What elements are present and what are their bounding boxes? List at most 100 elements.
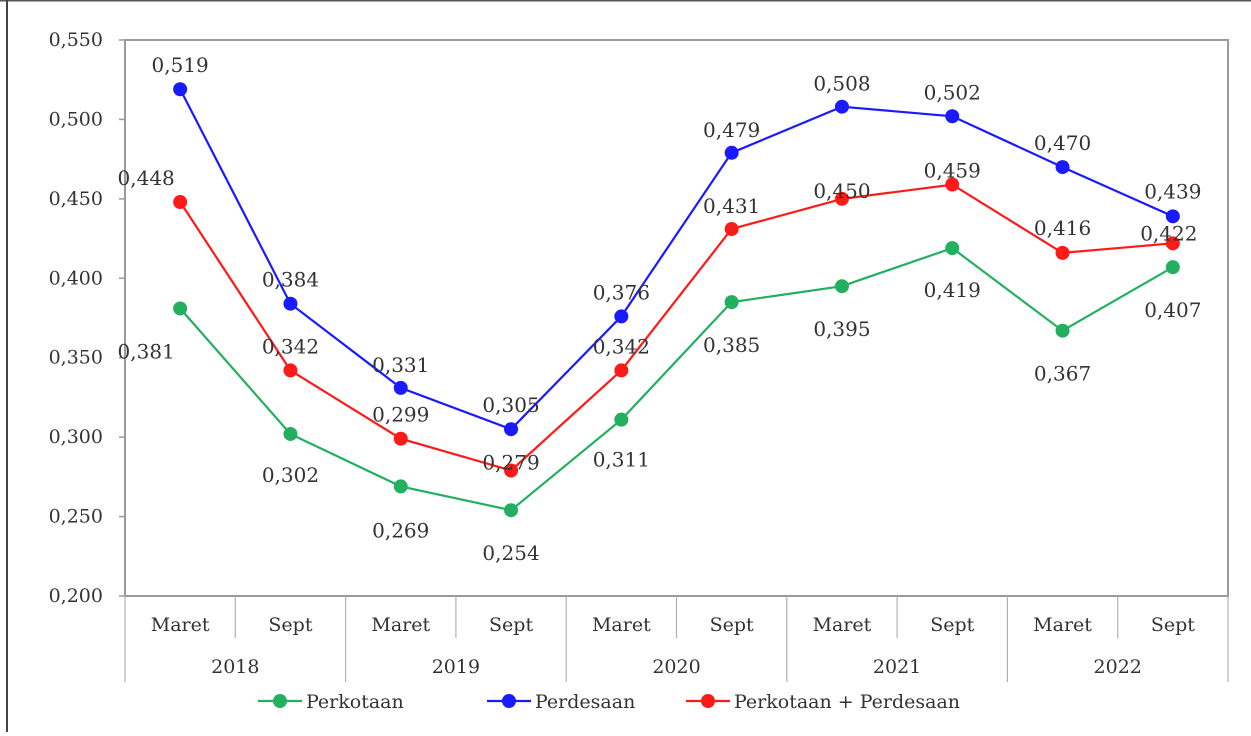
data-point	[945, 109, 960, 124]
data-label: 0,479	[703, 118, 760, 142]
data-label: 0,311	[593, 448, 650, 472]
x-tick-label: Maret	[1033, 614, 1092, 636]
data-point	[393, 479, 408, 494]
data-label: 0,342	[262, 334, 319, 358]
y-tick-label: 0,450	[49, 188, 103, 210]
data-point	[834, 99, 849, 114]
data-label: 0,367	[1034, 362, 1091, 386]
y-tick-label: 0,550	[49, 29, 103, 51]
series-layer	[173, 82, 1180, 518]
data-label: 0,305	[482, 393, 539, 417]
data-point	[834, 191, 849, 206]
data-label: 0,342	[593, 334, 650, 358]
y-tick-label: 0,200	[49, 585, 103, 607]
data-label: 0,269	[372, 518, 429, 542]
y-axis: 0,200 0,250 0,300 0,350 0,400 0,450 0,500 0,550	[49, 29, 125, 607]
data-point	[614, 363, 629, 378]
data-point	[504, 463, 519, 478]
data-label: 0,519	[152, 53, 209, 77]
data-point	[504, 422, 519, 437]
legend: Perkotaan Perdesaan Perkotaan + Perdesaan	[258, 691, 960, 713]
legend-label: Perkotaan + Perdesaan	[734, 691, 960, 713]
series-line	[179, 246, 1174, 512]
data-label: 0,279	[482, 451, 539, 475]
y-tick-label: 0,500	[49, 108, 103, 130]
data-label: 0,254	[482, 541, 539, 565]
data-point	[1165, 260, 1180, 275]
data-point	[1055, 323, 1070, 338]
x-tick-label: Sept	[268, 614, 312, 636]
data-point	[834, 279, 849, 294]
series-line	[179, 88, 1174, 431]
x-group-label: 2020	[652, 656, 700, 678]
data-point	[393, 380, 408, 395]
data-label-layer: 0,381 0,302 0,269 0,254 0,311 0,385 0,395 0,419…	[118, 53, 1202, 565]
x-tick-label: Sept	[1151, 614, 1195, 636]
data-point	[945, 177, 960, 192]
x-tick-label: Maret	[371, 614, 430, 636]
data-point	[945, 241, 960, 256]
data-label: 0,407	[1144, 298, 1201, 322]
data-label: 0,385	[703, 333, 760, 357]
data-point	[173, 301, 188, 316]
data-point	[724, 222, 739, 237]
data-point	[1055, 245, 1070, 260]
x-tick-label: Sept	[930, 614, 974, 636]
x-tick-label: Maret	[151, 614, 210, 636]
legend-marker	[701, 694, 715, 708]
y-tick-label: 0,300	[49, 426, 103, 448]
data-point	[173, 82, 188, 97]
legend-label: Perkotaan	[306, 691, 404, 713]
data-label: 0,439	[1144, 179, 1201, 203]
y-tick-label: 0,350	[49, 347, 103, 369]
legend-label: Perdesaan	[535, 691, 635, 713]
data-label: 0,384	[262, 268, 319, 292]
data-point	[1165, 209, 1180, 224]
y-tick-label: 0,250	[49, 506, 103, 528]
data-label: 0,422	[1140, 221, 1197, 245]
y-tick-label: 0,400	[49, 267, 103, 289]
x-tick-label: Sept	[710, 614, 754, 636]
data-point	[1165, 236, 1180, 251]
data-label: 0,459	[924, 159, 981, 183]
x-tick-label: Sept	[489, 614, 533, 636]
data-label: 0,502	[924, 80, 981, 104]
data-point	[724, 295, 739, 310]
data-point	[283, 363, 298, 378]
data-point	[283, 426, 298, 441]
x-group-label: 2018	[211, 656, 259, 678]
x-tick-label: Maret	[813, 614, 872, 636]
data-label: 0,381	[118, 339, 175, 363]
data-point	[283, 296, 298, 311]
legend-marker	[502, 694, 516, 708]
data-point	[173, 195, 188, 210]
x-group-label: 2019	[432, 656, 480, 678]
x-group-label: 2022	[1094, 656, 1142, 678]
data-point	[504, 503, 519, 518]
data-label: 0,395	[813, 317, 870, 341]
data-point	[393, 431, 408, 446]
data-label: 0,299	[372, 403, 429, 427]
data-label: 0,470	[1034, 131, 1091, 155]
data-label: 0,376	[593, 280, 650, 304]
data-label: 0,448	[118, 166, 175, 190]
data-label: 0,508	[813, 72, 870, 96]
series-line	[179, 183, 1173, 472]
data-label: 0,431	[703, 194, 760, 218]
data-label: 0,331	[372, 353, 429, 377]
data-label: 0,419	[924, 278, 981, 302]
x-group-label: 2021	[873, 656, 921, 678]
data-point	[724, 145, 739, 160]
data-point	[614, 412, 629, 427]
x-axis: Maret Sept Maret Sept Maret Sept Maret Sept Mare…	[124, 596, 1229, 682]
data-point	[614, 309, 629, 324]
data-label: 0,416	[1034, 216, 1091, 240]
data-label: 0,302	[262, 463, 319, 487]
data-point	[1055, 160, 1070, 175]
data-label: 0,450	[813, 179, 870, 203]
plot-area	[124, 39, 1229, 597]
x-tick-label: Maret	[592, 614, 651, 636]
legend-marker	[273, 694, 287, 708]
